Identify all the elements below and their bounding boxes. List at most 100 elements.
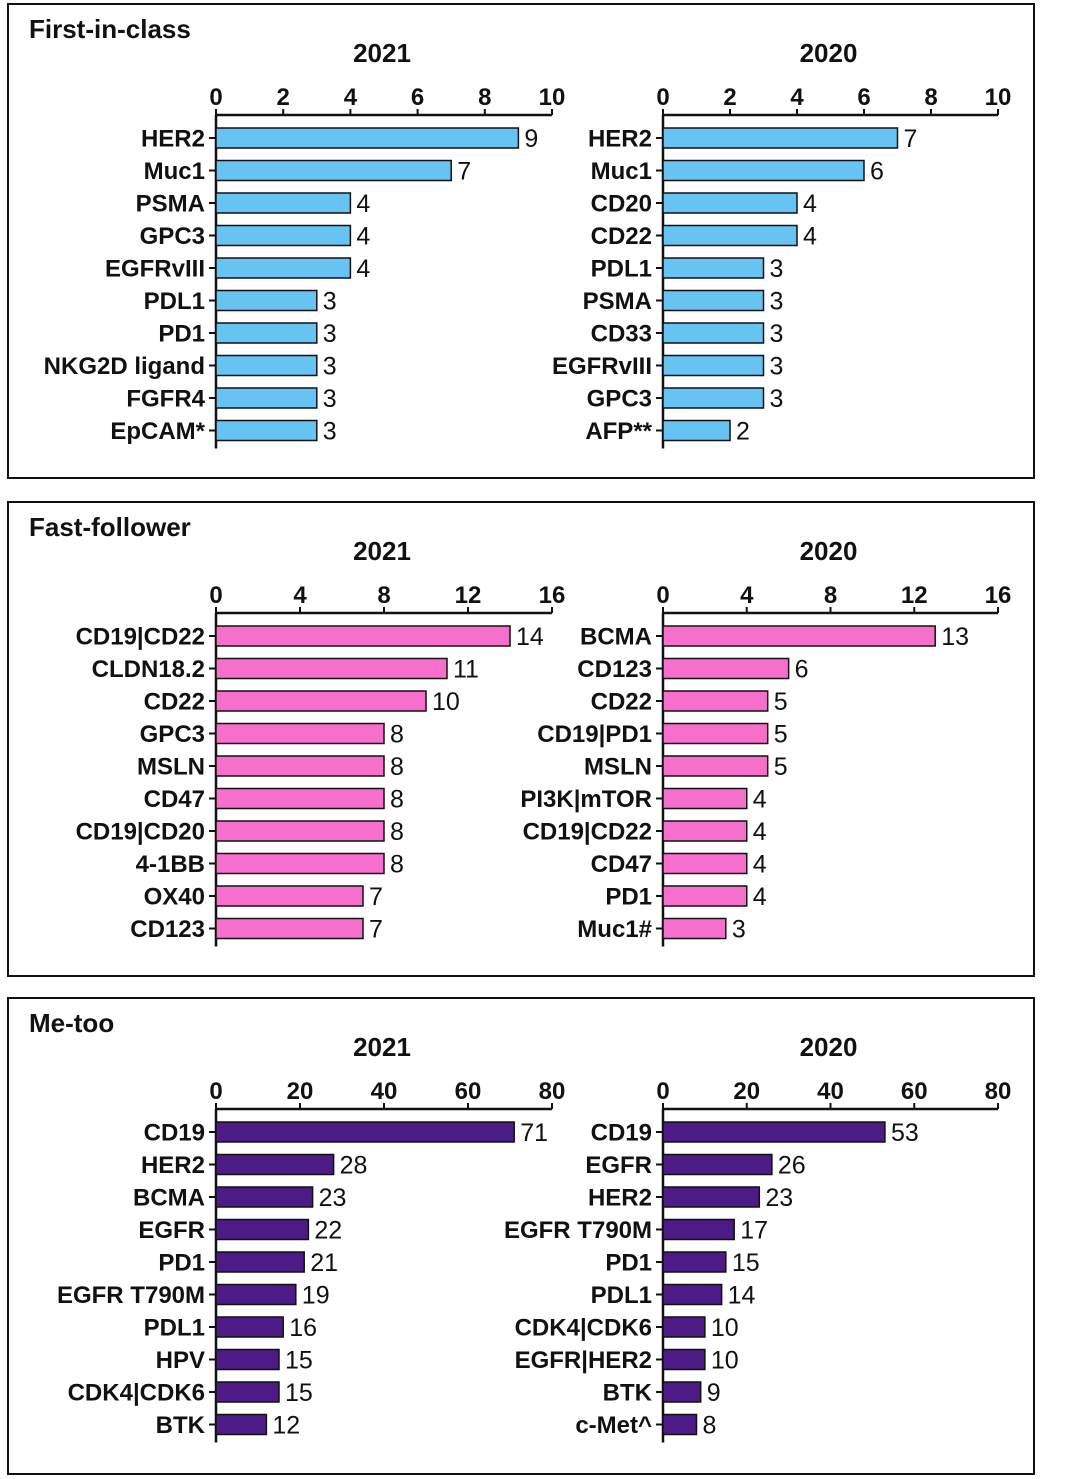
fast-follower-2020-bar xyxy=(662,885,748,907)
first-in-class-2020-title: 2020 xyxy=(800,38,858,68)
me-too-2021-category-label: HPV xyxy=(156,1347,205,1374)
me-too-2021-bar xyxy=(215,1153,335,1176)
first-in-class-2021-value-label: 3 xyxy=(323,353,337,381)
fast-follower-2021-value-label: 8 xyxy=(390,786,404,814)
fast-follower-2021-category-label: CD19|CD20 xyxy=(76,819,205,846)
fast-follower-2021-tick-label: 0 xyxy=(209,582,222,609)
me-too-2020-bar xyxy=(662,1381,702,1403)
first-in-class-2020-category-label: AFP** xyxy=(585,418,652,445)
first-in-class-2020-tick-label: 6 xyxy=(857,84,870,111)
me-too-2020-value-label: 14 xyxy=(728,1282,756,1310)
me-too-2020-bar xyxy=(662,1218,735,1241)
first-in-class-2020-tick-label: 4 xyxy=(790,84,804,111)
fast-follower-2021-value-label: 7 xyxy=(369,916,383,944)
me-too-2020-category-label: HER2 xyxy=(588,1185,652,1212)
first-in-class-2021-value-label: 3 xyxy=(323,418,337,446)
fast-follower-2021-bar xyxy=(215,722,385,745)
me-too-2020-category-label: c-Met^ xyxy=(575,1412,652,1439)
first-in-class-2021-tick-label: 0 xyxy=(209,84,222,111)
first-in-class-2020-tick-label: 0 xyxy=(656,84,669,111)
fast-follower-2021-category-label: CD22 xyxy=(144,689,205,716)
fast-follower-2021-bar xyxy=(215,625,511,647)
me-too-2021-bar xyxy=(215,1218,310,1241)
fast-follower-2021-title: 2021 xyxy=(353,536,411,566)
first-in-class-2021-value-label: 3 xyxy=(323,320,337,348)
me-too-2021-value-label: 22 xyxy=(314,1217,342,1245)
me-too-2021-category-label: BTK xyxy=(156,1412,206,1439)
me-too-2020-bar xyxy=(662,1251,727,1273)
me-too-2020-value-label: 10 xyxy=(711,1347,739,1375)
first-in-class-2021-bar xyxy=(215,387,318,409)
first-in-class-2021-tick-label: 8 xyxy=(478,84,491,111)
first-in-class-2021-bar xyxy=(215,159,452,182)
first-in-class-panel-frame xyxy=(7,3,1035,479)
fast-follower-2020-bar xyxy=(662,820,748,842)
first-in-class-2020-bar xyxy=(662,159,865,182)
me-too-2020-title: 2020 xyxy=(800,1032,858,1062)
fast-follower-2020-value-label: 5 xyxy=(774,721,788,749)
me-too-2020-category-label: EGFR xyxy=(585,1152,652,1179)
first-in-class-2021-tick-label: 10 xyxy=(539,84,566,111)
me-too-2020-value-label: 15 xyxy=(732,1249,760,1277)
first-in-class-2020-category-label: HER2 xyxy=(588,126,652,153)
first-in-class-2021-value-label: 3 xyxy=(323,385,337,413)
first-in-class-2020-tick-label: 2 xyxy=(723,84,736,111)
fast-follower-2020-value-label: 5 xyxy=(774,753,788,781)
fast-follower-2021-value-label: 8 xyxy=(390,753,404,781)
first-in-class-2020-category-label: CD22 xyxy=(591,223,652,250)
me-too-2021-value-label: 15 xyxy=(285,1347,313,1375)
fast-follower-2020-bar xyxy=(662,657,790,680)
fast-follower-2021-category-label: CD19|CD22 xyxy=(76,624,205,651)
fast-follower-2021-value-label: 8 xyxy=(390,818,404,846)
me-too-2021-tick-label: 80 xyxy=(539,1078,566,1105)
first-in-class-2021-value-label: 4 xyxy=(356,223,370,251)
first-in-class-2020-bar xyxy=(662,257,765,279)
fast-follower-2021-bar xyxy=(215,690,427,712)
fast-follower-2021-category-label: MSLN xyxy=(137,754,205,781)
first-in-class-2020-category-label: EGFRvIII xyxy=(552,353,652,380)
first-in-class-2020-value-label: 6 xyxy=(870,158,884,186)
fast-follower-2020-bar xyxy=(662,690,769,712)
me-too-2020-value-label: 23 xyxy=(765,1184,793,1212)
fast-follower-2020-category-label: CD19|CD22 xyxy=(523,819,652,846)
me-too-2021-value-label: 28 xyxy=(340,1152,368,1180)
first-in-class-2021-value-label: 3 xyxy=(323,288,337,316)
first-in-class-2020-value-label: 3 xyxy=(770,385,784,413)
fast-follower-2021-tick-label: 8 xyxy=(377,582,390,609)
fast-follower-2021-category-label: GPC3 xyxy=(140,721,205,748)
fast-follower-2020-value-label: 4 xyxy=(753,818,767,846)
first-in-class-2021-category-label: GPC3 xyxy=(140,223,205,250)
fast-follower-2021-value-label: 8 xyxy=(390,721,404,749)
fast-follower-2020-bar xyxy=(662,722,769,745)
fast-follower-2021-bar xyxy=(215,755,385,777)
first-in-class-2021-category-label: PDL1 xyxy=(144,288,205,315)
fast-follower-2021-value-label: 7 xyxy=(369,883,383,911)
me-too-2020-bar xyxy=(662,1283,723,1306)
me-too-2021-value-label: 71 xyxy=(520,1119,548,1147)
me-too-2021-title: 2021 xyxy=(353,1032,411,1062)
fast-follower-2020-bar xyxy=(662,625,936,647)
me-too-2021-bar xyxy=(215,1121,515,1143)
first-in-class-2021-category-label: PSMA xyxy=(136,191,205,218)
first-in-class-2021-value-label: 4 xyxy=(356,190,370,218)
me-too-2020-bar xyxy=(662,1348,706,1371)
me-too-2020-category-label: EGFR T790M xyxy=(504,1217,652,1244)
fast-follower-2020-category-label: PI3K|mTOR xyxy=(520,786,652,813)
me-too-2021-value-label: 19 xyxy=(302,1282,330,1310)
first-in-class-2021-category-label: Muc1 xyxy=(144,158,205,185)
me-too-2021-category-label: PD1 xyxy=(158,1250,205,1277)
fast-follower-2021-category-label: OX40 xyxy=(144,884,205,911)
fast-follower-2021-category-label: 4-1BB xyxy=(136,851,205,878)
first-in-class-2020-bar xyxy=(662,354,765,377)
me-too-2021-category-label: EGFR xyxy=(138,1217,205,1244)
fast-follower-2020-category-label: MSLN xyxy=(584,754,652,781)
fast-follower-2020-bar xyxy=(662,917,727,940)
fast-follower-2020-value-label: 4 xyxy=(753,883,767,911)
first-in-class-2020-value-label: 3 xyxy=(770,255,784,283)
me-too-2021-value-label: 21 xyxy=(310,1249,338,1277)
me-too-2021-category-label: CD19 xyxy=(144,1120,205,1147)
me-too-2021-category-label: BCMA xyxy=(133,1185,205,1212)
me-too-2020-category-label: EGFR|HER2 xyxy=(515,1347,652,1374)
first-in-class-2020-bar xyxy=(662,192,798,214)
